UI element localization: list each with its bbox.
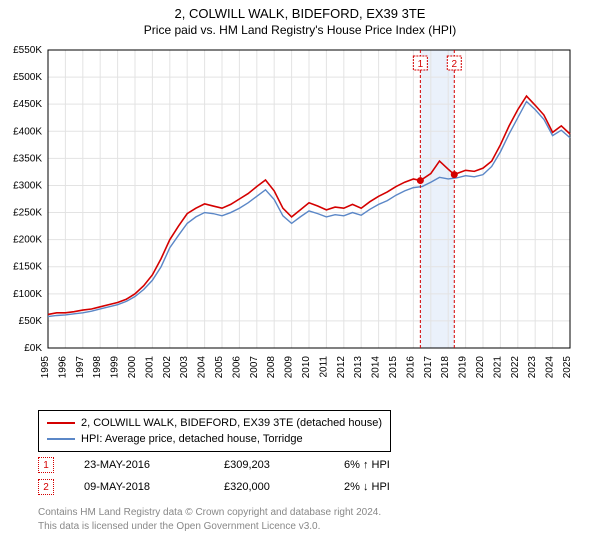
sales-table: 1 23-MAY-2016 £309,203 6% ↑ HPI 2 09-MAY-2018… <box>38 454 390 498</box>
svg-text:£0K: £0K <box>24 343 42 354</box>
sale-price: £320,000 <box>224 481 314 493</box>
footer: Contains HM Land Registry data © Crown c… <box>38 506 381 534</box>
legend-swatch-hpi <box>47 438 75 440</box>
svg-text:2012: 2012 <box>336 356 347 379</box>
legend: 2, COLWILL WALK, BIDEFORD, EX39 3TE (det… <box>38 410 391 452</box>
svg-text:1995: 1995 <box>40 356 51 379</box>
svg-text:2013: 2013 <box>353 356 364 379</box>
svg-text:2003: 2003 <box>179 356 190 379</box>
svg-text:2009: 2009 <box>284 356 295 379</box>
svg-text:2008: 2008 <box>266 356 277 379</box>
svg-text:£50K: £50K <box>19 316 43 327</box>
svg-text:£150K: £150K <box>13 262 42 273</box>
svg-text:2010: 2010 <box>301 356 312 379</box>
svg-text:£450K: £450K <box>13 99 42 110</box>
svg-text:£500K: £500K <box>13 72 42 83</box>
sale-row: 2 09-MAY-2018 £320,000 2% ↓ HPI <box>38 476 390 498</box>
svg-text:2005: 2005 <box>214 356 225 379</box>
sale-marker-icon: 1 <box>38 457 54 473</box>
svg-text:2022: 2022 <box>510 356 521 379</box>
legend-swatch-property <box>47 422 75 424</box>
svg-text:2018: 2018 <box>440 356 451 379</box>
svg-text:1: 1 <box>418 59 424 70</box>
svg-text:£550K: £550K <box>13 45 42 56</box>
svg-text:2014: 2014 <box>371 356 382 379</box>
sale-marker-icon: 2 <box>38 479 54 495</box>
svg-text:£200K: £200K <box>13 235 42 246</box>
svg-text:2000: 2000 <box>127 356 138 379</box>
sale-row: 1 23-MAY-2016 £309,203 6% ↑ HPI <box>38 454 390 476</box>
legend-label-hpi: HPI: Average price, detached house, Torr… <box>81 431 303 447</box>
svg-text:2025: 2025 <box>562 356 573 379</box>
svg-text:2: 2 <box>452 59 458 70</box>
legend-item-hpi: HPI: Average price, detached house, Torr… <box>47 431 382 447</box>
sale-delta: 2% ↓ HPI <box>344 481 390 493</box>
svg-text:2021: 2021 <box>492 356 503 379</box>
svg-text:2024: 2024 <box>545 356 556 379</box>
svg-text:1999: 1999 <box>110 356 121 379</box>
svg-text:1998: 1998 <box>92 356 103 379</box>
sale-date: 09-MAY-2018 <box>84 481 194 493</box>
sale-price: £309,203 <box>224 459 314 471</box>
svg-text:£250K: £250K <box>13 208 42 219</box>
svg-text:2020: 2020 <box>475 356 486 379</box>
svg-text:£300K: £300K <box>13 180 42 191</box>
svg-text:2004: 2004 <box>197 356 208 379</box>
svg-text:2007: 2007 <box>249 356 260 379</box>
sale-date: 23-MAY-2016 <box>84 459 194 471</box>
footer-line-1: Contains HM Land Registry data © Crown c… <box>38 506 381 520</box>
legend-label-property: 2, COLWILL WALK, BIDEFORD, EX39 3TE (det… <box>81 415 382 431</box>
svg-text:1996: 1996 <box>57 356 68 379</box>
sale-delta: 6% ↑ HPI <box>344 459 390 471</box>
svg-text:£400K: £400K <box>13 126 42 137</box>
svg-text:2006: 2006 <box>231 356 242 379</box>
svg-text:2015: 2015 <box>388 356 399 379</box>
svg-text:1997: 1997 <box>75 356 86 379</box>
svg-text:2023: 2023 <box>527 356 538 379</box>
svg-text:2017: 2017 <box>423 356 434 379</box>
subtitle: Price paid vs. HM Land Registry's House … <box>0 23 600 37</box>
legend-item-property: 2, COLWILL WALK, BIDEFORD, EX39 3TE (det… <box>47 415 382 431</box>
svg-text:2001: 2001 <box>144 356 155 379</box>
svg-text:2019: 2019 <box>458 356 469 379</box>
address-title: 2, COLWILL WALK, BIDEFORD, EX39 3TE <box>0 6 600 21</box>
svg-text:2016: 2016 <box>405 356 416 379</box>
footer-line-2: This data is licensed under the Open Gov… <box>38 520 381 534</box>
svg-text:2011: 2011 <box>318 356 329 378</box>
svg-text:£350K: £350K <box>13 153 42 164</box>
price-chart: £0K £50K £100K £150K £200K £250K £300K £350K £40… <box>0 42 600 402</box>
svg-text:2002: 2002 <box>162 356 173 379</box>
svg-text:£100K: £100K <box>13 289 42 300</box>
